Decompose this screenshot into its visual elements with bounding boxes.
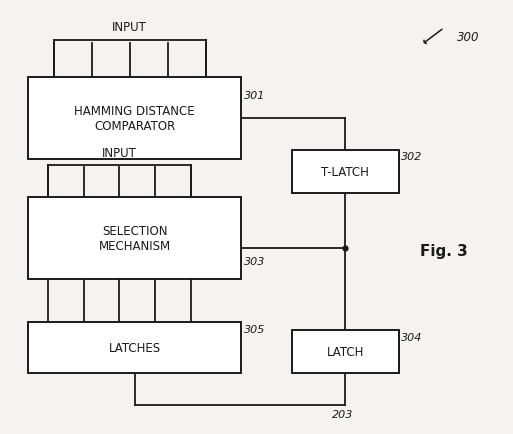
FancyBboxPatch shape xyxy=(28,322,241,373)
Text: INPUT: INPUT xyxy=(102,146,137,159)
Text: 203: 203 xyxy=(332,409,353,419)
Text: 303: 303 xyxy=(244,256,265,266)
Text: T-LATCH: T-LATCH xyxy=(321,165,369,178)
FancyBboxPatch shape xyxy=(28,78,241,159)
Text: SELECTION
MECHANISM: SELECTION MECHANISM xyxy=(98,224,171,253)
Text: LATCHES: LATCHES xyxy=(109,341,161,354)
FancyBboxPatch shape xyxy=(292,151,399,194)
Text: LATCH: LATCH xyxy=(327,345,364,358)
Text: 302: 302 xyxy=(401,152,423,162)
Text: 304: 304 xyxy=(401,332,423,342)
Text: 305: 305 xyxy=(244,325,265,335)
Text: INPUT: INPUT xyxy=(112,21,147,33)
Text: Fig. 3: Fig. 3 xyxy=(420,244,468,259)
Text: HAMMING DISTANCE
COMPARATOR: HAMMING DISTANCE COMPARATOR xyxy=(74,105,195,132)
Text: 301: 301 xyxy=(244,91,265,101)
FancyBboxPatch shape xyxy=(28,198,241,279)
Text: 300: 300 xyxy=(457,31,480,43)
FancyBboxPatch shape xyxy=(292,331,399,373)
